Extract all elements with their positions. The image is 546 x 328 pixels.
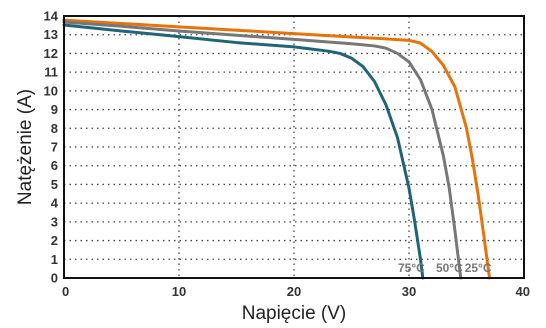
y-tick-label: 14 [44, 9, 59, 24]
series-label: 25°C [465, 261, 492, 275]
y-tick-label: 1 [51, 252, 58, 267]
x-axis-title: Napięcie (V) [242, 303, 347, 324]
y-tick-label: 11 [44, 65, 58, 80]
y-tick-label: 8 [51, 121, 58, 136]
y-tick-label: 2 [51, 233, 58, 248]
y-tick-label: 5 [51, 177, 58, 192]
series-lines [62, 18, 491, 280]
x-tick-label: 30 [402, 284, 416, 299]
x-tick-labels: 0 10 20 30 40 [62, 284, 530, 299]
series-label: 50°C [436, 261, 463, 275]
y-tick-label: 9 [51, 102, 58, 117]
series-line [62, 18, 491, 280]
y-tick-label: 0 [51, 271, 58, 286]
x-tick-label: 40 [516, 284, 530, 299]
y-tick-label: 4 [51, 196, 59, 211]
y-tick-label: 10 [44, 83, 58, 98]
y-axis-title: Natężenie (A) [15, 89, 36, 205]
y-tick-label: 7 [51, 140, 58, 155]
y-tick-label: 3 [51, 214, 58, 229]
series-labels: 25°C50°C 75°C [398, 261, 492, 275]
series-label: 75°C [398, 261, 425, 275]
x-tick-label: 0 [62, 284, 69, 299]
series-line [62, 23, 425, 280]
x-tick-label: 20 [287, 284, 301, 299]
y-tick-label: 6 [51, 158, 58, 173]
series-line [62, 20, 463, 280]
x-tick-label: 10 [172, 284, 186, 299]
y-tick-label: 12 [44, 46, 58, 61]
y-tick-label: 13 [44, 27, 58, 42]
plot-frame [63, 15, 525, 279]
